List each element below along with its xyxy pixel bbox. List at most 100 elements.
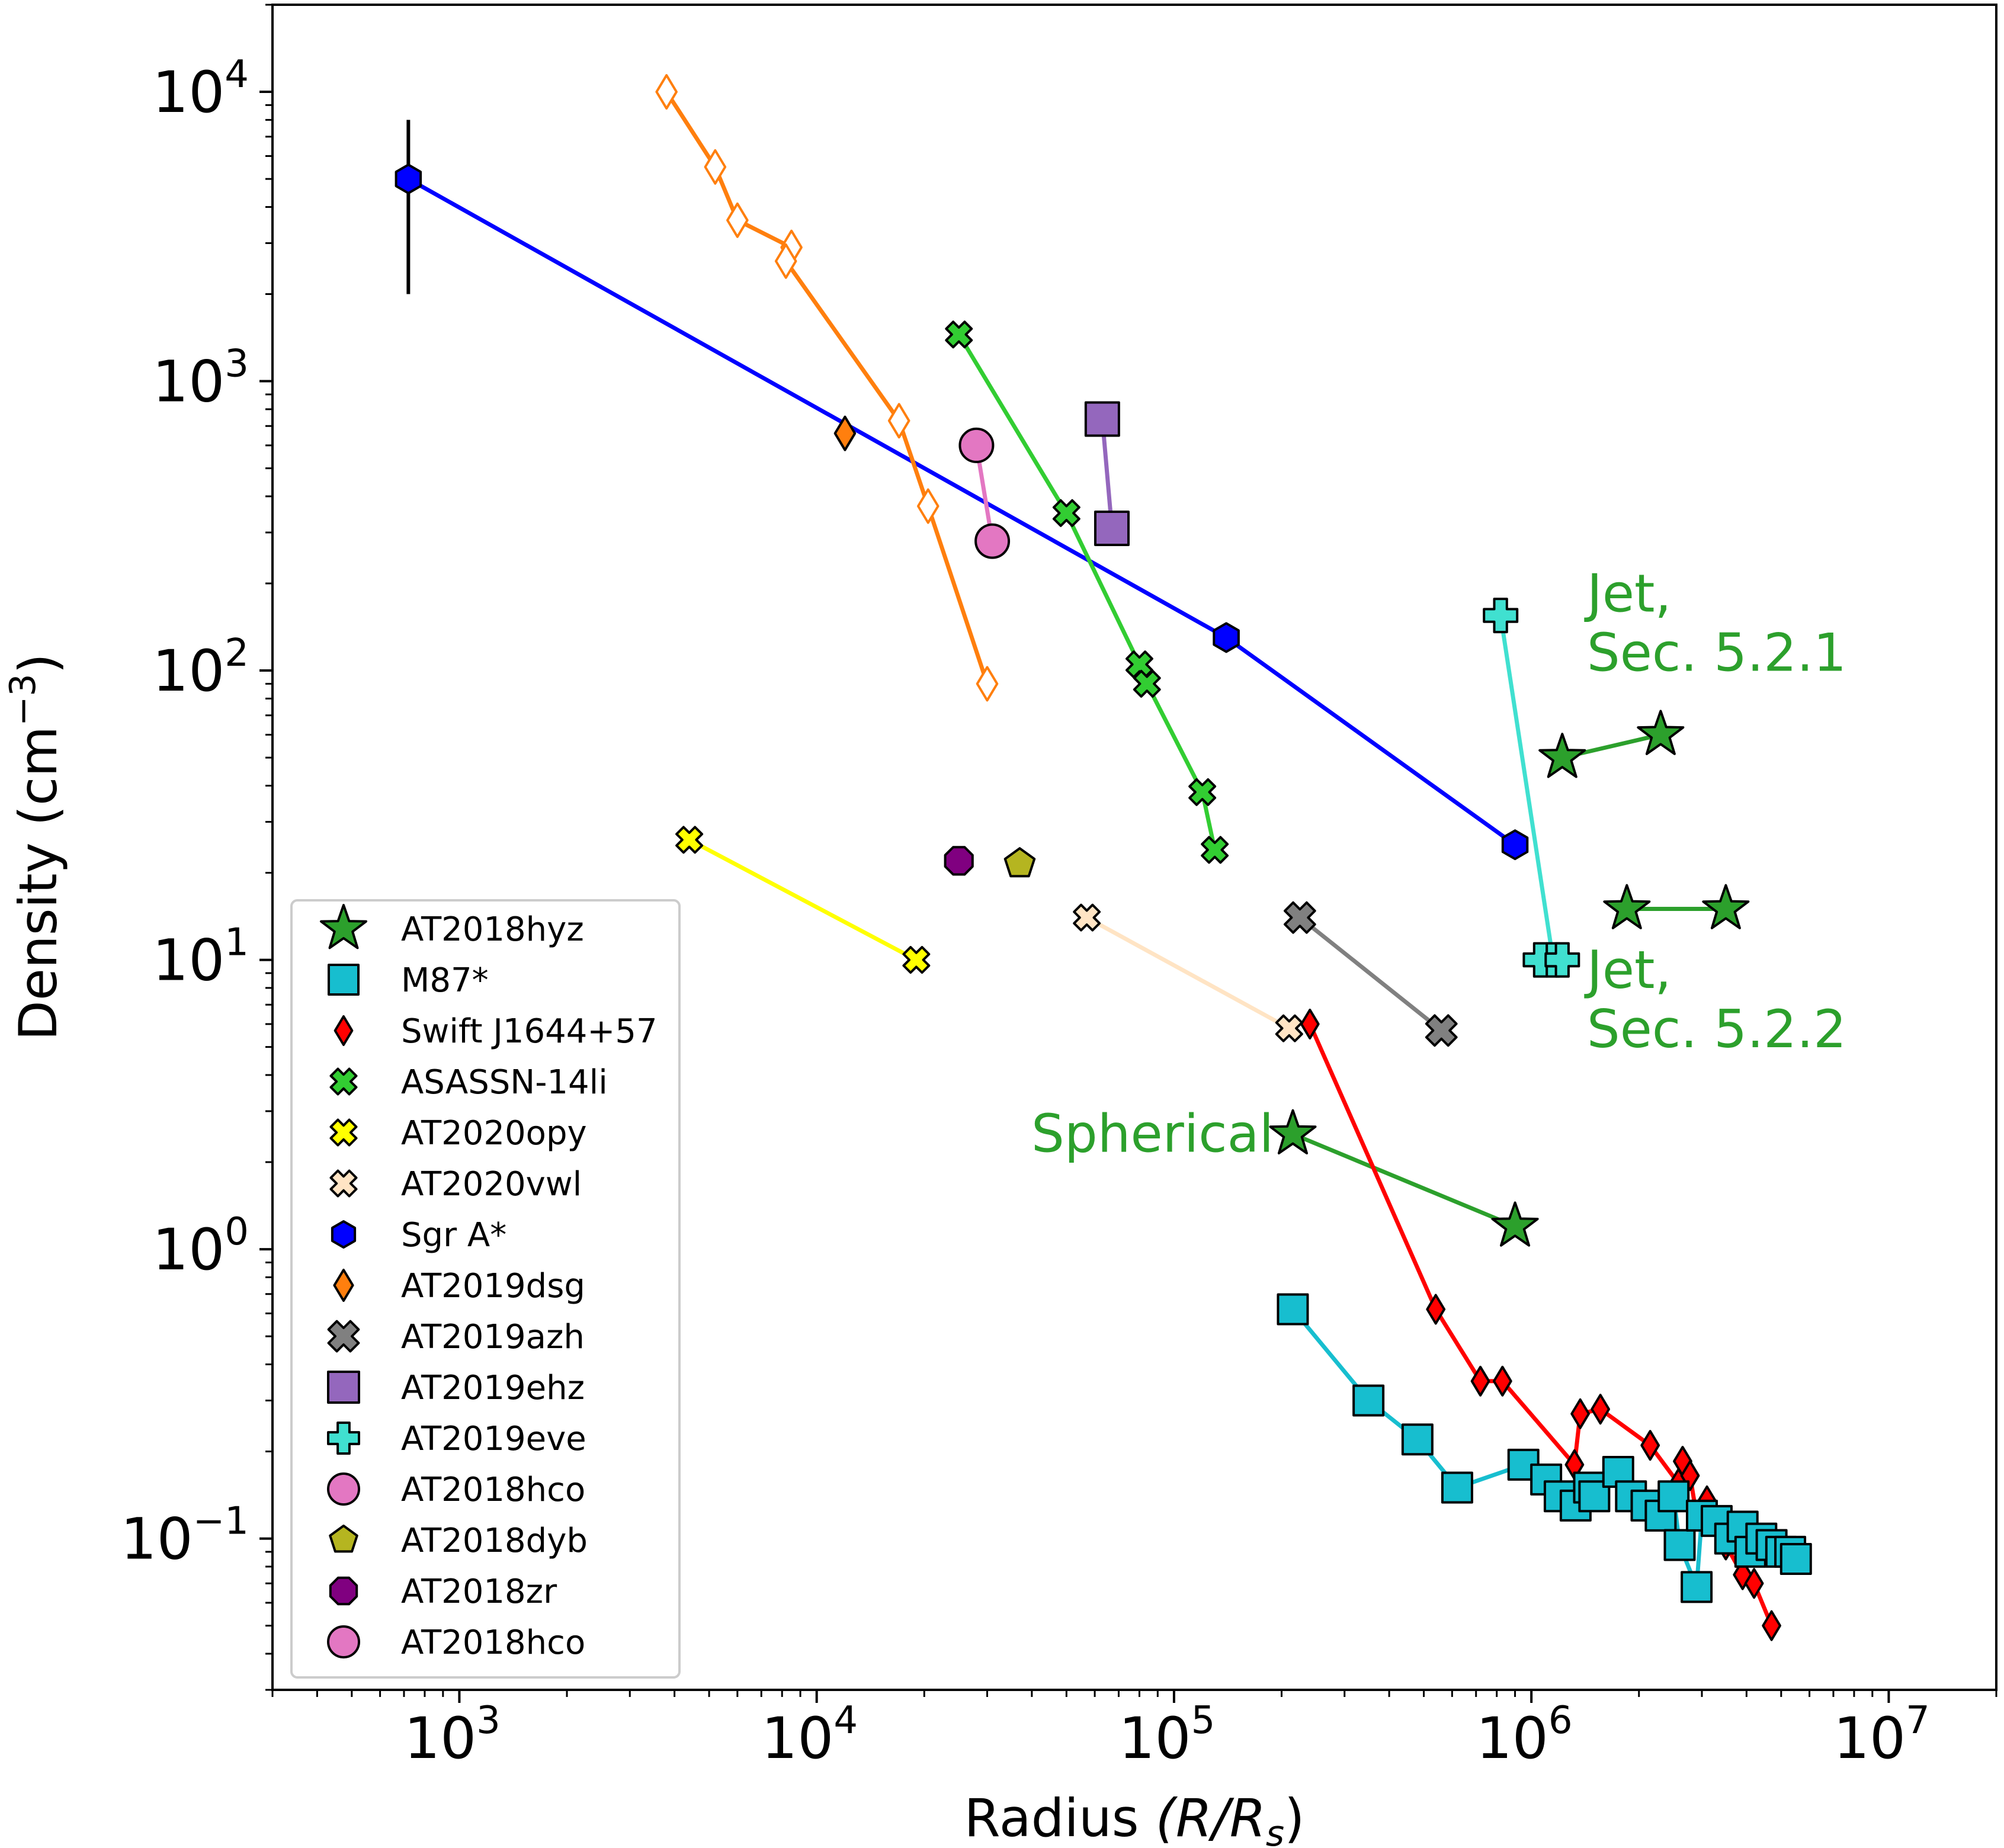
legend-frame [290,899,681,1679]
swift-j1644-57-point [1426,1294,1446,1325]
legend-marker [329,1169,358,1198]
series-point [976,666,999,702]
legend-label: M87* [401,961,489,1000]
at2018dyb-point [1003,847,1036,878]
at2018hyz-point [1538,733,1586,778]
x-tick-label: 104 [761,1699,858,1772]
x-tick-label: 106 [1476,1699,1573,1772]
annotation-label: Spherical [1031,1103,1274,1164]
plot-area [395,74,1812,1641]
at2020vwl-line [1085,916,1290,1031]
series-point [655,74,678,110]
at2020opy-point [675,826,704,854]
at2018zr-point [944,846,974,876]
annotation-label: Sec. 5.2.2 [1587,999,1846,1060]
y-axis-label: Density (cm−3) [2,653,69,1041]
legend-label: AT2018hco [401,1624,585,1662]
legend-label: AT2018hco [401,1471,585,1509]
at2019ehz-point [1084,401,1120,437]
sgr-a-point [395,163,422,195]
series-line [665,91,793,249]
asassn-14li-point [945,320,973,349]
series-point [704,149,727,185]
legend-marker [327,1472,360,1506]
legend-label: AT2020vwl [401,1165,582,1204]
swift-j1644-57-point [1762,1610,1781,1641]
series-point [726,202,749,238]
legend-label: AT2018hyz [401,910,584,949]
y-tick-label: 10−1 [121,1500,249,1573]
swift-j1644-57-point [1492,1365,1512,1397]
legend-marker [327,1422,360,1455]
at2018hco-point [974,523,1011,559]
legend-label: AT2018zr [401,1573,557,1611]
legend-marker [334,1015,354,1046]
legend-label: AT2018dyb [401,1522,588,1560]
m87-point [1657,1480,1690,1513]
swift-j1644-57-point [1591,1394,1611,1425]
legend-label: AT2020opy [401,1114,587,1153]
at2020vwl-point [1073,903,1101,932]
at2019ehz-point [1094,511,1130,547]
m87-point [1663,1529,1696,1561]
at2019azh-point [1284,901,1316,934]
at2018hco-point [958,427,995,463]
swift-j1644-57-point [1640,1430,1660,1461]
legend-marker [327,1371,360,1404]
legend-label: Sgr A* [401,1216,506,1255]
m87-point [1681,1571,1713,1603]
at2019azh-line [1298,916,1443,1032]
legend-marker [328,964,360,996]
legend-marker [331,1220,357,1249]
series-point [774,243,797,279]
at2019eve-line [1498,615,1556,961]
y-tick-label: 104 [152,53,249,126]
swift-j1644-57-point [1570,1398,1591,1429]
legend-label: AT2019dsg [401,1267,585,1305]
sgr-a-line [407,177,1516,847]
plot-frame [271,4,1997,1691]
y-tick-label: 101 [152,921,249,994]
x-axis-label: Radius (R/Rs) [964,1788,1305,1848]
series-point [887,403,910,439]
axis-ticks: 103 104 105 106 107 10−1 100 101 102 103 104 [121,4,1997,1772]
at2019dsg-point [833,415,857,451]
at2018hyz-point [1491,1201,1539,1247]
sgr-a-point [1213,622,1240,653]
at2018hyz-line [1292,1132,1516,1228]
at2018hyz-point [1637,710,1685,755]
legend-marker [329,1067,358,1096]
legend-label: AT2019eve [401,1420,586,1458]
legend-marker [320,904,367,949]
sgr-a-point [1501,829,1529,861]
series-line [784,259,989,685]
asassn-14li-point [1052,499,1080,527]
annotation-label: Jet, [1584,563,1672,624]
at2020opy-line [688,838,918,962]
legend-marker [327,1320,360,1353]
m87-point [1277,1293,1309,1326]
series-point [916,488,940,524]
swift-j1644-57-point [1680,1460,1700,1491]
legend-marker [329,1576,358,1606]
swift-j1644-57-point [1470,1365,1490,1397]
legend-marker [329,1118,358,1147]
series-markers [395,74,1812,1641]
legend-label: AT2019azh [401,1318,585,1356]
y-tick-label: 103 [152,342,249,415]
m87-point [1441,1471,1473,1504]
swift-j1644-57-point [1744,1568,1764,1599]
at2019ehz-line [1100,419,1114,529]
swift-j1644-57-point [1300,1008,1320,1040]
annotation-label: Jet, [1584,939,1672,1000]
legend-label: ASASSN-14li [401,1063,608,1102]
legend: AT2018hyz M87* Swift J1644+57 ASASSN-14li AT… [290,899,681,1679]
legend-marker [333,1269,354,1302]
legend-label: Swift J1644+57 [401,1012,658,1051]
legend-marker [327,1625,360,1658]
at2018hyz-point [1603,884,1651,929]
at2019eve-point [1544,942,1580,978]
m87-point [1352,1384,1385,1417]
m87-point [1779,1543,1812,1576]
